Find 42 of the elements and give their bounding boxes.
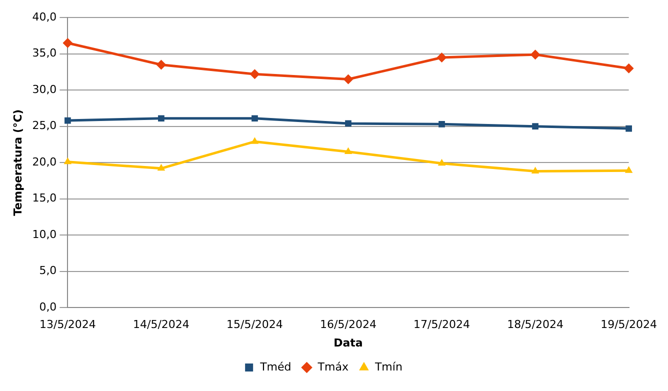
point	[530, 50, 540, 60]
point	[436, 52, 447, 62]
point	[345, 120, 352, 127]
y-tick-label: 25,0	[32, 119, 57, 132]
x-tick-label: 19/5/2024	[600, 318, 657, 332]
y-tick-label: 15,0	[32, 192, 57, 205]
x-tick-label: 17/5/2024	[414, 318, 470, 332]
point	[156, 60, 166, 70]
point	[624, 63, 634, 74]
point	[250, 69, 260, 80]
x-tick-label: 14/5/2024	[133, 318, 190, 332]
point	[157, 164, 166, 171]
x-tick-label: 13/5/2024	[39, 318, 96, 332]
legend-label: Tméd	[259, 360, 292, 374]
y-tick-label: 30,0	[32, 82, 57, 96]
point	[64, 157, 72, 164]
y-axis-title: Temperatura (°C)	[11, 109, 24, 216]
point	[64, 117, 71, 124]
point	[250, 137, 259, 144]
legend-label: Tmáx	[316, 360, 349, 374]
x-tick-label: 15/5/2024	[226, 318, 283, 332]
point	[158, 115, 164, 122]
y-tick-label: 5,0	[39, 264, 57, 278]
point	[62, 38, 73, 48]
legend-label: Tmín	[374, 360, 402, 374]
y-tick-label: 10,0	[32, 228, 57, 241]
point	[438, 120, 445, 128]
point	[626, 125, 632, 132]
point	[532, 123, 538, 130]
y-tick-label: 0,0	[39, 300, 57, 314]
x-tick-label: 16/5/2024	[320, 318, 376, 332]
x-tick-label: 18/5/2024	[507, 318, 564, 332]
y-tick-label: 35,0	[32, 46, 57, 60]
y-tick-label: 20,0	[32, 155, 57, 168]
point	[252, 115, 258, 122]
x-axis-title: Data	[334, 336, 363, 350]
point	[344, 147, 352, 154]
point	[624, 166, 633, 173]
point	[531, 166, 540, 174]
y-tick-label: 40,0	[32, 10, 57, 24]
point	[343, 74, 354, 84]
point	[438, 158, 446, 166]
